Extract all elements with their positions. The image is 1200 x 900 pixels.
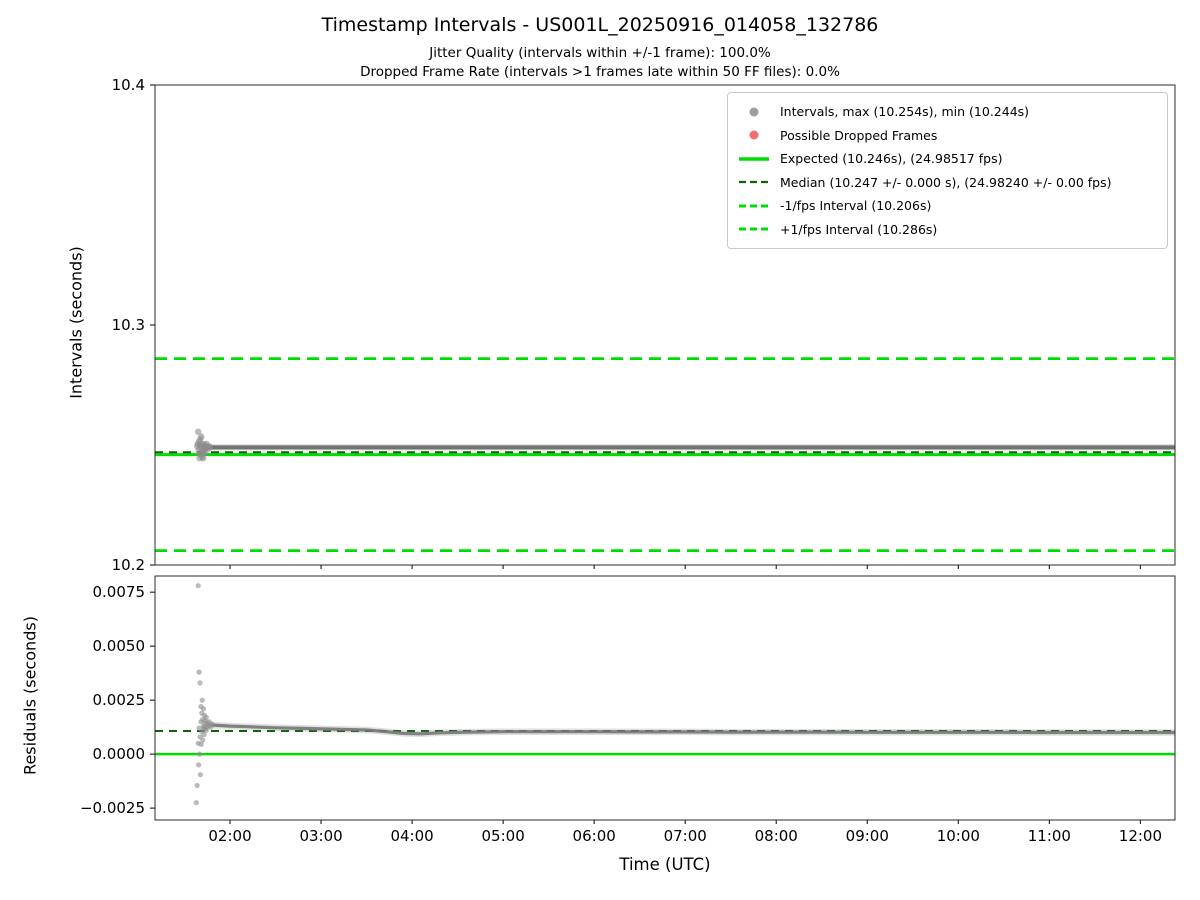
dropped-frames-dot-icon bbox=[736, 128, 772, 142]
x-tick-label: 12:00 bbox=[1119, 827, 1162, 845]
x-tick-label: 08:00 bbox=[755, 827, 798, 845]
intervals-dot-icon bbox=[736, 105, 772, 119]
x-tick-label: 04:00 bbox=[390, 827, 433, 845]
y-axis-label-residuals: Residuals (seconds) bbox=[20, 616, 40, 775]
x-tick-label: 10:00 bbox=[937, 827, 980, 845]
scatter-point bbox=[195, 583, 201, 589]
scatter-point bbox=[201, 706, 207, 712]
scatter-point bbox=[206, 444, 214, 451]
y-axis-label-intervals: Intervals (seconds) bbox=[66, 246, 86, 399]
legend-entry: -1/fps Interval (10.206s) bbox=[736, 194, 1159, 218]
scatter-point bbox=[196, 751, 203, 757]
scatter-point bbox=[193, 800, 199, 806]
x-tick-label: 03:00 bbox=[299, 827, 342, 845]
x-axis-label: Time (UTC) bbox=[619, 855, 711, 874]
x-tick-label: 05:00 bbox=[482, 827, 525, 845]
scatter-point bbox=[194, 782, 200, 789]
scatter-point bbox=[197, 680, 203, 686]
y-tick-label: −0.0025 bbox=[80, 799, 145, 817]
y-tick-label: 10.4 bbox=[112, 76, 145, 94]
y-tick-label: 0.0000 bbox=[93, 745, 146, 763]
legend-entry-label: Possible Dropped Frames bbox=[780, 127, 938, 143]
x-tick-label: 11:00 bbox=[1028, 827, 1071, 845]
y-tick-label: 0.0075 bbox=[93, 583, 146, 601]
legend-entry-label: Intervals, max (10.254s), min (10.244s) bbox=[780, 104, 1030, 120]
legend-entry-label: -1/fps Interval (10.206s) bbox=[780, 198, 932, 214]
scatter-point bbox=[200, 455, 207, 462]
line-sample-icon bbox=[736, 175, 772, 189]
scatter-point bbox=[203, 714, 209, 721]
scatter-point bbox=[200, 737, 206, 743]
line-sample-icon bbox=[736, 152, 772, 166]
legend-entry: +1/fps Interval (10.286s) bbox=[736, 218, 1159, 242]
y-tick-label: 0.0050 bbox=[93, 637, 146, 655]
legend-entry: Expected (10.246s), (24.98517 fps) bbox=[736, 147, 1159, 171]
y-tick-label: 10.2 bbox=[112, 556, 145, 574]
x-tick-label: 06:00 bbox=[573, 827, 616, 845]
scatter-point bbox=[198, 741, 204, 748]
legend: Intervals, max (10.254s), min (10.244s) P… bbox=[727, 92, 1168, 249]
x-tick-label: 07:00 bbox=[664, 827, 707, 845]
scatter-point bbox=[197, 772, 203, 778]
scatter-point bbox=[196, 669, 202, 675]
legend-entry: Possible Dropped Frames bbox=[736, 124, 1159, 148]
legend-entry: Intervals, max (10.254s), min (10.244s) bbox=[736, 100, 1159, 124]
subtitle-jitter-quality: Jitter Quality (intervals within +/-1 fr… bbox=[429, 45, 771, 61]
legend-entry-label: +1/fps Interval (10.286s) bbox=[780, 221, 938, 237]
line-sample-icon bbox=[736, 222, 772, 236]
legend-entry-label: Expected (10.246s), (24.98517 fps) bbox=[780, 151, 1003, 167]
y-tick-label: 0.0025 bbox=[93, 691, 146, 709]
subtitle-dropped-frame-rate: Dropped Frame Rate (intervals >1 frames … bbox=[360, 64, 840, 80]
scatter-point bbox=[201, 732, 207, 738]
residuals-trend bbox=[211, 723, 1175, 736]
scatter-point bbox=[199, 697, 205, 703]
chart-title: Timestamp Intervals - US001L_20250916_01… bbox=[321, 14, 879, 36]
legend-entry: Median (10.247 +/- 0.000 s), (24.98240 +… bbox=[736, 171, 1159, 195]
scatter-point bbox=[198, 433, 205, 440]
scatter-point bbox=[195, 428, 202, 435]
y-tick-label: 10.3 bbox=[112, 316, 145, 334]
legend-entry-label: Median (10.247 +/- 0.000 s), (24.98240 +… bbox=[780, 174, 1112, 190]
scatter-point bbox=[196, 762, 202, 768]
scatter-point bbox=[209, 721, 215, 727]
x-tick-label: 09:00 bbox=[846, 827, 889, 845]
line-sample-icon bbox=[736, 199, 772, 213]
plot-frame bbox=[154, 575, 1176, 821]
x-tick-label: 02:00 bbox=[208, 827, 251, 845]
